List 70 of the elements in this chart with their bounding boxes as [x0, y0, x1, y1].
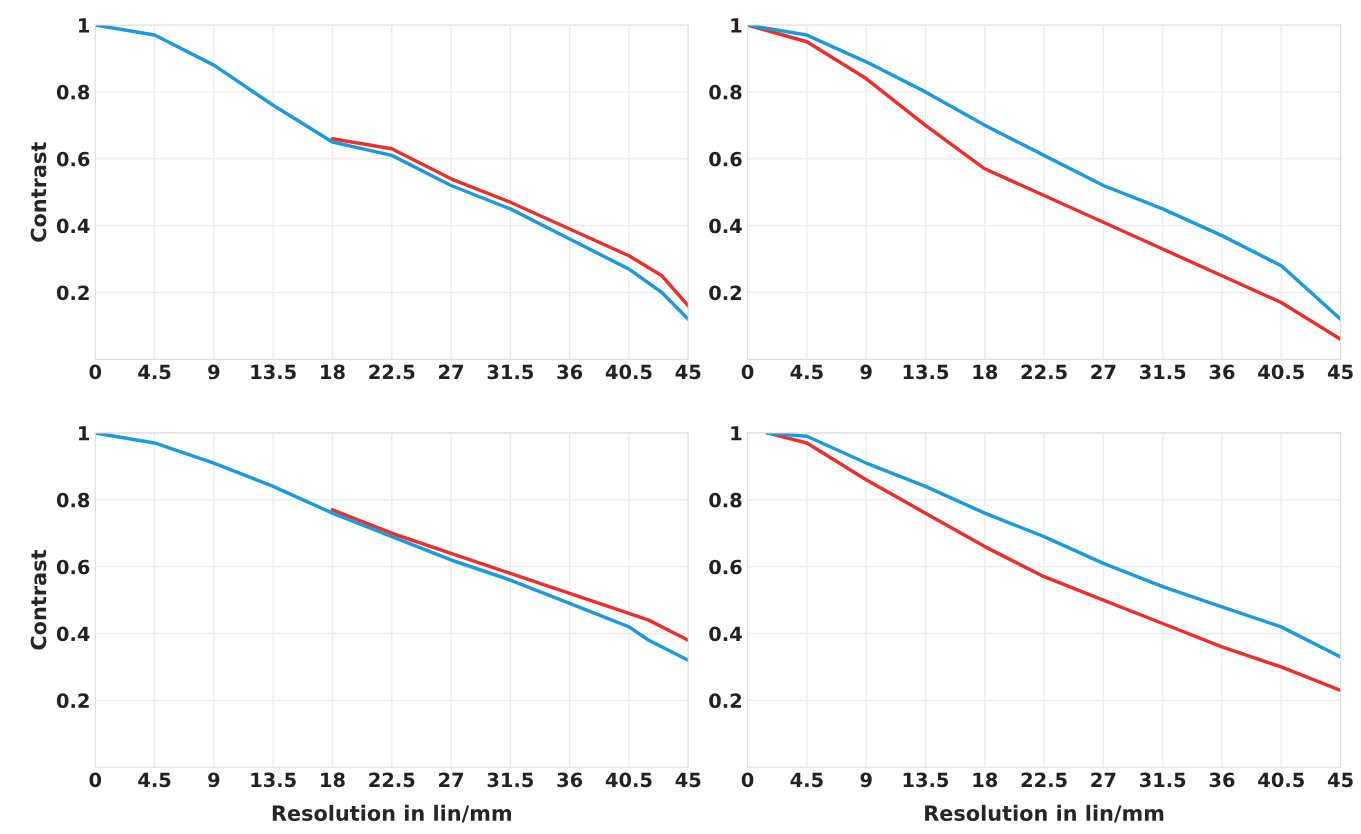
- x-tick-label: 36: [1209, 364, 1235, 380]
- x-tick-label: 13.5: [251, 772, 296, 788]
- x-tick-label: 45: [675, 364, 701, 380]
- x-tick-label: 13.5: [903, 364, 949, 380]
- x-tick-label: 31.5: [487, 772, 534, 788]
- y-tick-label: 0.8: [709, 84, 742, 100]
- x-tick-label: 9: [860, 364, 872, 380]
- x-tick-label: 36: [1209, 772, 1235, 788]
- y-tick-label: 0.8: [56, 84, 90, 100]
- y-axis-title: Contrast: [30, 550, 47, 650]
- y-tick-label: 0.4: [56, 626, 90, 642]
- x-tick-label: 0: [89, 364, 102, 380]
- x-tick-label: 31.5: [487, 364, 534, 380]
- x-tick-label: 4.5: [790, 364, 823, 380]
- y-tick-label: 1: [79, 18, 90, 33]
- x-tick-label: 9: [860, 772, 872, 788]
- x-tick-label: 0: [741, 364, 754, 380]
- x-tick-label: 40.5: [1258, 772, 1304, 788]
- x-tick-label: 4.5: [138, 772, 171, 788]
- x-tick-label: 36: [557, 364, 583, 380]
- x-tick-label: 0: [741, 772, 754, 788]
- x-tick-label: 31.5: [1140, 364, 1186, 380]
- x-tick-label: 0: [89, 772, 102, 788]
- x-axis-title: Resolution in lin/mm: [925, 804, 1164, 823]
- y-tick-label: 0.6: [709, 151, 742, 167]
- x-tick-label: 9: [208, 364, 220, 380]
- x-tick-label: 18: [973, 772, 998, 788]
- x-tick-label: 27: [1091, 772, 1116, 787]
- x-tick-label: 27: [439, 364, 464, 380]
- x-tick-label: 22.5: [369, 772, 415, 788]
- line-series: [330, 136, 689, 308]
- x-tick-label: 4.5: [790, 772, 823, 788]
- x-tick-label: 45: [675, 772, 701, 788]
- x-tick-label: 40.5: [1258, 364, 1304, 380]
- x-axis-title: Resolution in lin/mm: [272, 804, 511, 823]
- x-tick-label: 4.5: [138, 364, 171, 380]
- x-tick-label: 18: [321, 364, 345, 380]
- y-tick-label: 1: [731, 426, 742, 441]
- x-tick-label: 40.5: [605, 772, 652, 788]
- y-tick-label: 1: [731, 18, 742, 33]
- x-tick-label: 18: [321, 772, 345, 788]
- y-tick-label: 0.2: [709, 693, 742, 709]
- x-tick-label: 13.5: [903, 772, 949, 788]
- y-tick-label: 0.6: [56, 151, 90, 167]
- x-tick-label: 18: [973, 364, 998, 380]
- y-tick-label: 0.4: [709, 218, 742, 234]
- y-tick-label: 0.8: [709, 492, 742, 508]
- x-tick-label: 13.5: [251, 364, 296, 380]
- y-tick-label: 0.2: [56, 693, 89, 709]
- y-tick-label: 1: [79, 426, 90, 441]
- x-tick-label: 22.5: [369, 364, 415, 380]
- y-tick-label: 0.4: [56, 218, 90, 234]
- y-tick-label: 0.6: [56, 559, 90, 575]
- x-tick-label: 36: [557, 772, 583, 788]
- y-tick-label: 0.2: [56, 285, 89, 301]
- x-tick-label: 45: [1327, 364, 1353, 380]
- x-tick-label: 40.5: [605, 364, 652, 380]
- x-tick-label: 22.5: [1021, 772, 1067, 788]
- x-tick-label: 27: [1091, 364, 1116, 380]
- x-tick-label: 22.5: [1021, 364, 1067, 380]
- x-tick-label: 31.5: [1140, 772, 1186, 788]
- x-tick-label: 9: [208, 772, 220, 788]
- x-tick-label: 27: [439, 772, 464, 787]
- y-tick-label: 0.2: [709, 285, 742, 301]
- line-series: [330, 508, 689, 642]
- y-axis-title: Contrast: [30, 142, 47, 242]
- y-tick-label: 0.6: [709, 559, 742, 575]
- y-tick-label: 0.8: [56, 492, 90, 508]
- y-tick-label: 0.4: [709, 626, 742, 642]
- x-tick-label: 45: [1327, 772, 1353, 788]
